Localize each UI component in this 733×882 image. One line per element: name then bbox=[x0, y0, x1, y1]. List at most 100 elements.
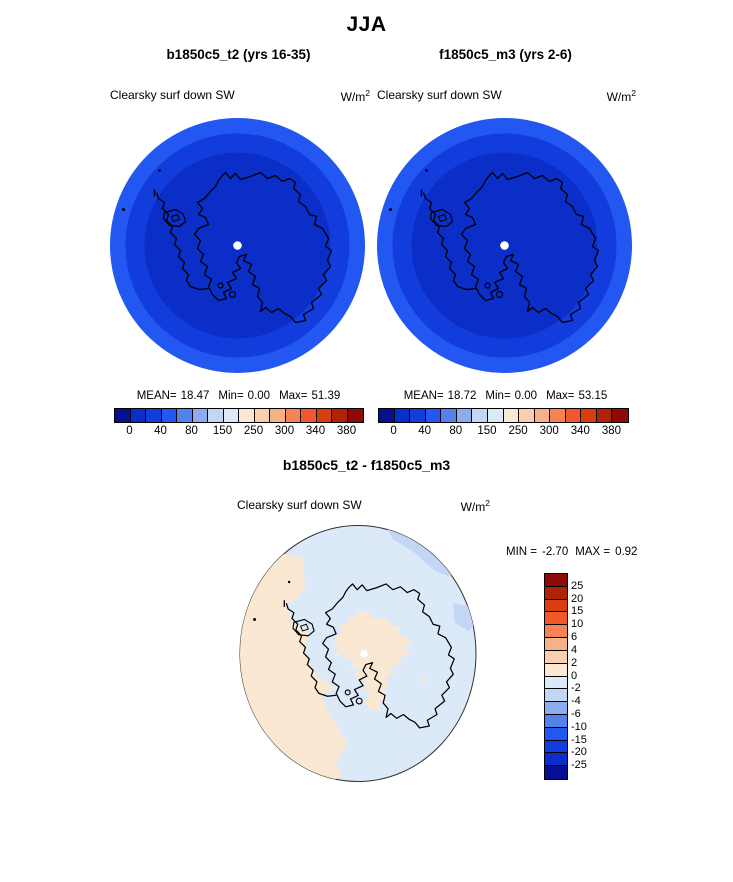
colorbar-cell bbox=[192, 409, 208, 422]
colorbar-left bbox=[114, 408, 364, 423]
colorbar-cell bbox=[519, 409, 535, 422]
colorbar-cell bbox=[177, 409, 193, 422]
max-value: 53.15 bbox=[578, 390, 608, 402]
panel-title-left: b1850c5_t2 (yrs 16-35) bbox=[166, 47, 311, 62]
max-label: Max= bbox=[279, 390, 308, 402]
colorbar-cell bbox=[581, 409, 597, 422]
mean-value: 18.72 bbox=[447, 390, 477, 402]
colorbar-diff bbox=[544, 573, 568, 780]
units-exponent: 2 bbox=[485, 498, 490, 508]
colorbar-cell bbox=[534, 409, 551, 422]
colorbar-tick-label: 340 bbox=[305, 425, 326, 437]
colorbar-tick-label: 40 bbox=[418, 425, 432, 437]
min-label: MIN = bbox=[506, 546, 537, 558]
colorbar-cell bbox=[545, 625, 567, 639]
colorbar-tick-label: 150 bbox=[477, 425, 497, 437]
south-pole-dot bbox=[233, 241, 242, 250]
colorbar-cell bbox=[545, 766, 567, 779]
min-value: -2.70 bbox=[542, 546, 569, 558]
colorbar-cell bbox=[545, 702, 567, 715]
colorbar-tick-label: -25 bbox=[571, 759, 587, 772]
colorbar-cell bbox=[612, 409, 628, 422]
units-label-right: W/m2 bbox=[607, 88, 636, 104]
diff-positive-speck bbox=[420, 678, 426, 684]
colorbar-tick-label: -4 bbox=[571, 695, 581, 708]
colorbar-cell bbox=[208, 409, 224, 422]
colorbar-tick-label: -20 bbox=[571, 746, 587, 759]
diff-positive-pole-blob bbox=[331, 611, 412, 711]
field-row-left: Clearsky surf down SW W/m2 bbox=[110, 88, 370, 104]
colorbar-tick-label: -2 bbox=[571, 682, 581, 695]
units-base: W/m bbox=[340, 90, 366, 104]
map-left-b1850c5_t2 bbox=[110, 118, 365, 373]
colorbar-cell bbox=[503, 409, 520, 422]
colorbar-cell bbox=[545, 599, 567, 613]
map-difference bbox=[239, 525, 477, 782]
colorbar-tick-label: 80 bbox=[449, 425, 463, 437]
colorbar-left-ticks: 0 40 80 150 250 300 340 380 bbox=[114, 425, 362, 439]
field-label-left: Clearsky surf down SW bbox=[110, 88, 235, 102]
field-row-right: Clearsky surf down SW W/m2 bbox=[377, 88, 636, 104]
colorbar-tick-label: 10 bbox=[571, 618, 584, 631]
colorbar-cell bbox=[146, 409, 162, 422]
season-title: JJA bbox=[346, 13, 387, 36]
mean-label: MEAN= bbox=[403, 390, 444, 402]
diff-panel-title: b1850c5_t2 - f1850c5_m3 bbox=[282, 457, 451, 473]
max-value: 0.92 bbox=[615, 546, 638, 558]
stats-right: MEAN= 18.72 Min= 0.00 Max= 53.15 bbox=[377, 390, 634, 402]
colorbar-tick-label: 250 bbox=[243, 425, 264, 437]
colorbar-cell bbox=[347, 409, 363, 422]
south-pole-dot bbox=[360, 650, 368, 658]
colorbar-cell bbox=[545, 574, 567, 587]
colorbar-tick-label: 0 bbox=[390, 425, 397, 437]
colorbar-cell bbox=[565, 409, 582, 422]
colorbar-cell bbox=[545, 727, 567, 741]
colorbar-right-ticks: 0 40 80 150 250 300 340 380 bbox=[378, 425, 627, 439]
field-row-diff: Clearsky surf down SW W/m2 bbox=[237, 498, 490, 514]
colorbar-cell bbox=[545, 753, 567, 767]
colorbar-cell bbox=[596, 409, 613, 422]
colorbar-cell bbox=[301, 409, 317, 422]
colorbar-cell bbox=[285, 409, 301, 422]
south-pole-dot bbox=[500, 241, 509, 250]
stats-left: MEAN= 18.47 Min= 0.00 Max= 51.39 bbox=[110, 390, 367, 402]
colorbar-tick-label: 6 bbox=[571, 631, 578, 644]
colorbar-cell bbox=[545, 586, 567, 600]
colorbar-cell bbox=[425, 409, 442, 422]
colorbar-tick-label: 150 bbox=[212, 425, 233, 437]
colorbar-right bbox=[378, 408, 629, 423]
colorbar-tick-label: 250 bbox=[508, 425, 528, 437]
colorbar-cell bbox=[545, 663, 567, 677]
colorbar-tick-label: 0 bbox=[571, 669, 578, 682]
mean-value: 18.47 bbox=[180, 390, 210, 402]
colorbar-cell bbox=[487, 409, 504, 422]
panel-title-right: f1850c5_m3 (yrs 2-6) bbox=[439, 47, 572, 62]
colorbar-tick-label: -15 bbox=[571, 733, 587, 746]
colorbar-cell bbox=[550, 409, 566, 422]
colorbar-cell bbox=[223, 409, 239, 422]
colorbar-cell bbox=[130, 409, 146, 422]
colorbar-cell bbox=[545, 650, 567, 664]
colorbar-tick-label: 0 bbox=[126, 425, 133, 437]
units-base: W/m bbox=[460, 500, 486, 514]
diff-negative-northeast-patch bbox=[387, 525, 453, 577]
min-label: Min= bbox=[485, 390, 511, 402]
colorbar-tick-label: -10 bbox=[571, 720, 587, 733]
max-value: 51.39 bbox=[311, 390, 341, 402]
units-exponent: 2 bbox=[365, 88, 370, 98]
colorbar-cell bbox=[270, 409, 286, 422]
colorbar-tick-label: 15 bbox=[571, 605, 584, 618]
min-value: 0.00 bbox=[514, 390, 538, 402]
field-label-diff: Clearsky surf down SW bbox=[237, 498, 362, 512]
colorbar-cell bbox=[316, 409, 332, 422]
min-value: 0.00 bbox=[247, 390, 271, 402]
colorbar-tick-label: 300 bbox=[539, 425, 559, 437]
diff-minmax: MIN = -2.70 MAX = 0.92 bbox=[506, 546, 644, 558]
colorbar-cell bbox=[410, 409, 426, 422]
colorbar-cell bbox=[332, 409, 348, 422]
colorbar-tick-label: 340 bbox=[570, 425, 590, 437]
colorbar-cell bbox=[545, 714, 567, 728]
colorbar-cell bbox=[545, 689, 567, 703]
colorbar-tick-label: 80 bbox=[185, 425, 198, 437]
colorbar-cell bbox=[545, 740, 567, 754]
